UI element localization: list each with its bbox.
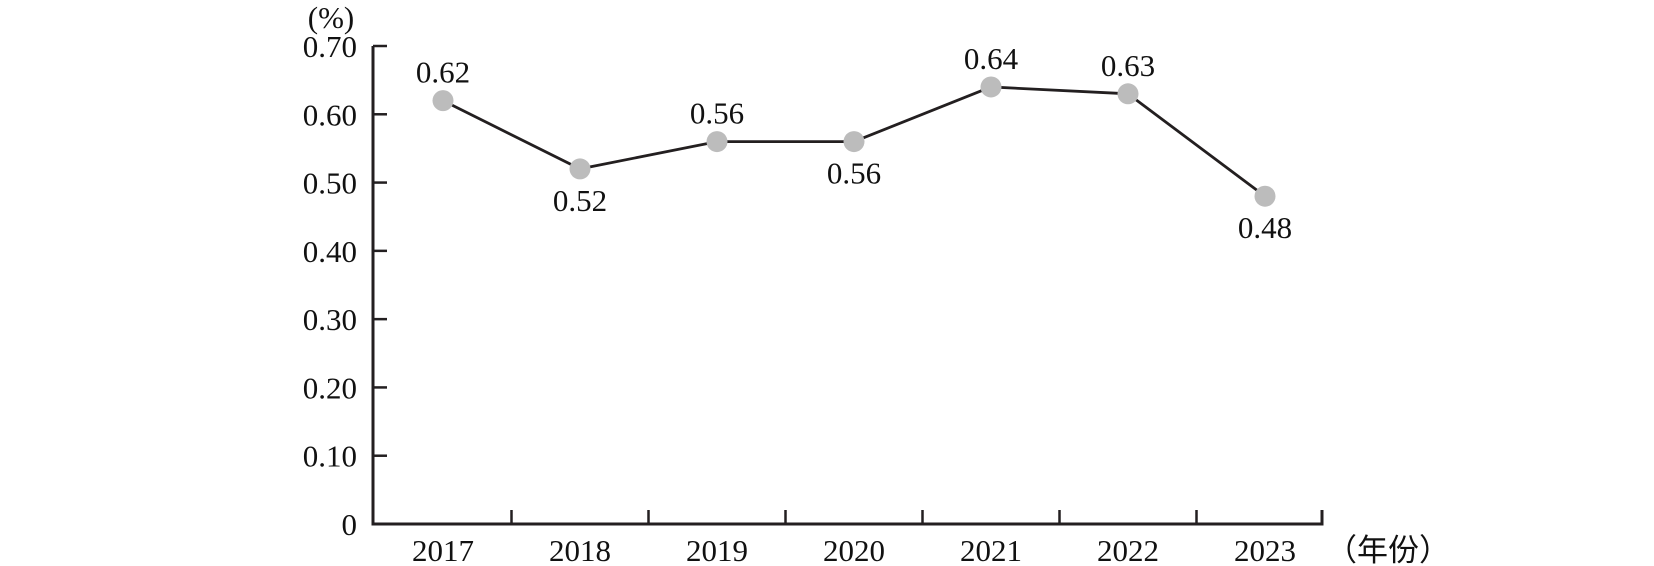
data-point-label: 0.63	[1101, 48, 1155, 83]
y-tick-label: 0.20	[303, 370, 357, 405]
x-tick-label: 2022	[1097, 533, 1159, 566]
y-tick-label: 0.70	[303, 29, 357, 64]
x-tick-label: 2019	[686, 533, 748, 566]
data-point-label: 0.48	[1238, 210, 1292, 245]
data-point-marker	[706, 131, 728, 153]
x-tick-label: 2018	[549, 533, 611, 566]
data-point-marker	[1117, 83, 1139, 105]
data-point-marker	[980, 76, 1002, 98]
x-unit-label: （年份）	[1326, 533, 1450, 566]
data-point-label: 0.62	[416, 55, 470, 90]
data-point-label: 0.64	[964, 41, 1019, 76]
data-point-label: 0.56	[690, 96, 744, 131]
axis-lines	[371, 46, 1324, 526]
data-point-marker	[432, 90, 454, 112]
x-tick-label: 2020	[823, 533, 885, 566]
data-point-label: 0.56	[827, 156, 881, 191]
x-tick-label: 2023	[1234, 533, 1296, 566]
data-point-label: 0.52	[553, 183, 607, 218]
y-tick-label: 0.60	[303, 97, 357, 132]
y-tick-label: 0.40	[303, 234, 357, 269]
y-tick-label: 0.10	[303, 439, 357, 474]
y-tick-label: 0	[342, 507, 358, 542]
x-tick-label: 2017	[412, 533, 474, 566]
y-tick-label: 0.50	[303, 166, 357, 201]
y-unit-label: (%)	[308, 0, 354, 35]
data-point-marker	[569, 158, 591, 180]
x-tick-label: 2021	[960, 533, 1022, 566]
data-point-marker	[1254, 185, 1276, 207]
data-point-marker	[843, 131, 865, 153]
y-tick-label: 0.30	[303, 302, 357, 337]
